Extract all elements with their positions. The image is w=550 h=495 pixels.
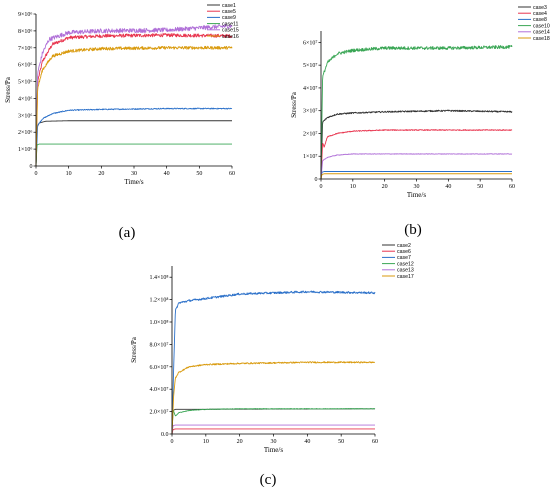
y-axis-label: Stress/Pa <box>130 336 138 363</box>
legend-label: case12 <box>397 261 414 267</box>
y-tick-label: 0 <box>315 177 318 183</box>
chart-panel-3: 0 10 20 30 40 50 60 0.0 2.0×10⁷ 4.0×10⁷ 6.0×10⁷ 8.0… <box>130 243 414 488</box>
x-tick-label: 40 <box>304 439 310 445</box>
x-tick-label: 50 <box>196 171 202 177</box>
x-tick-label: 30 <box>271 439 277 445</box>
chart-panel-1: 0 10 20 30 40 50 60 0 1×10⁶ 2×10⁶ 3×10⁶ 4×10⁶ 5×10⁶ 6… <box>4 3 239 241</box>
y-tick-label: 2×10⁶ <box>18 130 32 136</box>
x-tick-label: 0 <box>320 184 323 190</box>
y-tick-label: 7×10⁶ <box>18 46 32 52</box>
series-line-case11 <box>35 143 233 167</box>
y-tick-label: 8.0×10⁷ <box>150 342 169 348</box>
y-tick-label: 6×10⁶ <box>18 63 32 69</box>
series-line-case15 <box>35 24 233 167</box>
y-tick-label: 2×10⁷ <box>303 131 317 137</box>
series-line-case18 <box>320 173 513 180</box>
series-line-case14 <box>320 153 513 180</box>
y-tick-label: 1×10⁷ <box>303 154 317 160</box>
y-tick-label: 1.2×10⁸ <box>150 298 169 304</box>
y-tick-label: 1.4×10⁸ <box>150 275 169 281</box>
series-line-case4 <box>320 129 513 180</box>
legend-label: case2 <box>397 243 411 249</box>
y-tick-label: 0.0 <box>161 432 169 438</box>
series-line-case8 <box>320 171 513 180</box>
x-axis-label: Time/s <box>407 191 426 199</box>
y-tick-label: 5×10⁶ <box>18 80 32 86</box>
x-tick-label: 10 <box>203 439 209 445</box>
y-tick-label: 6.0×10⁷ <box>150 365 169 371</box>
x-tick-label: 0 <box>35 171 38 177</box>
series-line-case17 <box>171 361 376 435</box>
y-tick-label: 9×10⁶ <box>18 12 32 18</box>
x-tick-label: 60 <box>509 184 515 190</box>
legend-label: case16 <box>222 34 239 40</box>
x-tick-label: 30 <box>414 184 420 190</box>
series-line-case10 <box>320 44 513 180</box>
x-axis-label: Time/s <box>124 178 143 186</box>
x-tick-label: 60 <box>372 439 378 445</box>
series-line-case9 <box>35 107 233 167</box>
y-axis-label: Stress/Pa <box>4 76 12 103</box>
x-tick-label: 40 <box>164 171 170 177</box>
legend-label: case18 <box>533 36 550 42</box>
panel-label: (c) <box>260 472 277 488</box>
x-tick-label: 40 <box>445 184 451 190</box>
y-tick-label: 1×10⁶ <box>18 147 32 153</box>
y-tick-label: 6×10⁷ <box>303 40 317 46</box>
legend-label: case9 <box>222 15 236 21</box>
legend-label: case17 <box>397 274 414 280</box>
y-tick-label: 0 <box>30 164 33 170</box>
chart-panel-2: 0 10 20 30 40 50 60 0 1×10⁷ 2×10⁷ 3×10⁷ 4×10⁷ 5×10⁷ 6… <box>290 5 550 238</box>
legend-label: case13 <box>397 268 414 274</box>
series-line-case12 <box>171 408 376 435</box>
legend-label: case1 <box>222 3 236 9</box>
x-tick-label: 50 <box>338 439 344 445</box>
series-line-case6 <box>171 428 376 435</box>
x-tick-label: 10 <box>350 184 356 190</box>
legend-label: case8 <box>533 17 547 23</box>
y-tick-label: 8×10⁶ <box>18 29 32 35</box>
x-tick-label: 20 <box>237 439 243 445</box>
y-tick-label: 3×10⁶ <box>18 113 32 119</box>
series-line-case1 <box>35 120 233 167</box>
y-tick-label: 4×10⁶ <box>18 96 32 102</box>
series-line-case5 <box>35 33 233 167</box>
series-line-case7 <box>171 290 376 435</box>
legend-label: case5 <box>222 9 236 15</box>
series-line-case3 <box>320 109 513 180</box>
legend-label: case3 <box>533 5 547 11</box>
legend-label: case6 <box>397 249 411 255</box>
y-tick-label: 4×10⁷ <box>303 86 317 92</box>
y-tick-label: 1.0×10⁸ <box>150 320 169 326</box>
x-tick-label: 50 <box>477 184 483 190</box>
x-tick-label: 30 <box>131 171 137 177</box>
legend-label: case15 <box>222 28 239 34</box>
legend-label: case11 <box>222 21 238 27</box>
x-tick-label: 20 <box>382 184 388 190</box>
panel-label: (a) <box>119 225 136 241</box>
legend-label: case7 <box>397 255 411 261</box>
y-tick-label: 2.0×10⁷ <box>150 410 169 416</box>
series-line-case2 <box>171 408 376 435</box>
series-line-case16 <box>35 45 233 167</box>
y-tick-label: 3×10⁷ <box>303 109 317 115</box>
x-tick-label: 60 <box>229 171 235 177</box>
x-tick-label: 0 <box>171 439 174 445</box>
x-axis-label: Time/s <box>264 446 283 454</box>
x-tick-label: 10 <box>66 171 72 177</box>
y-axis-label: Stress/Pa <box>290 91 298 118</box>
y-tick-label: 5×10⁷ <box>303 63 317 69</box>
y-tick-label: 4.0×10⁷ <box>150 387 169 393</box>
legend-label: case4 <box>533 11 547 17</box>
legend-label: case14 <box>533 30 550 36</box>
panel-label: (b) <box>404 222 422 238</box>
series-line-case13 <box>171 424 376 435</box>
legend-label: case10 <box>533 23 550 29</box>
x-tick-label: 20 <box>98 171 104 177</box>
